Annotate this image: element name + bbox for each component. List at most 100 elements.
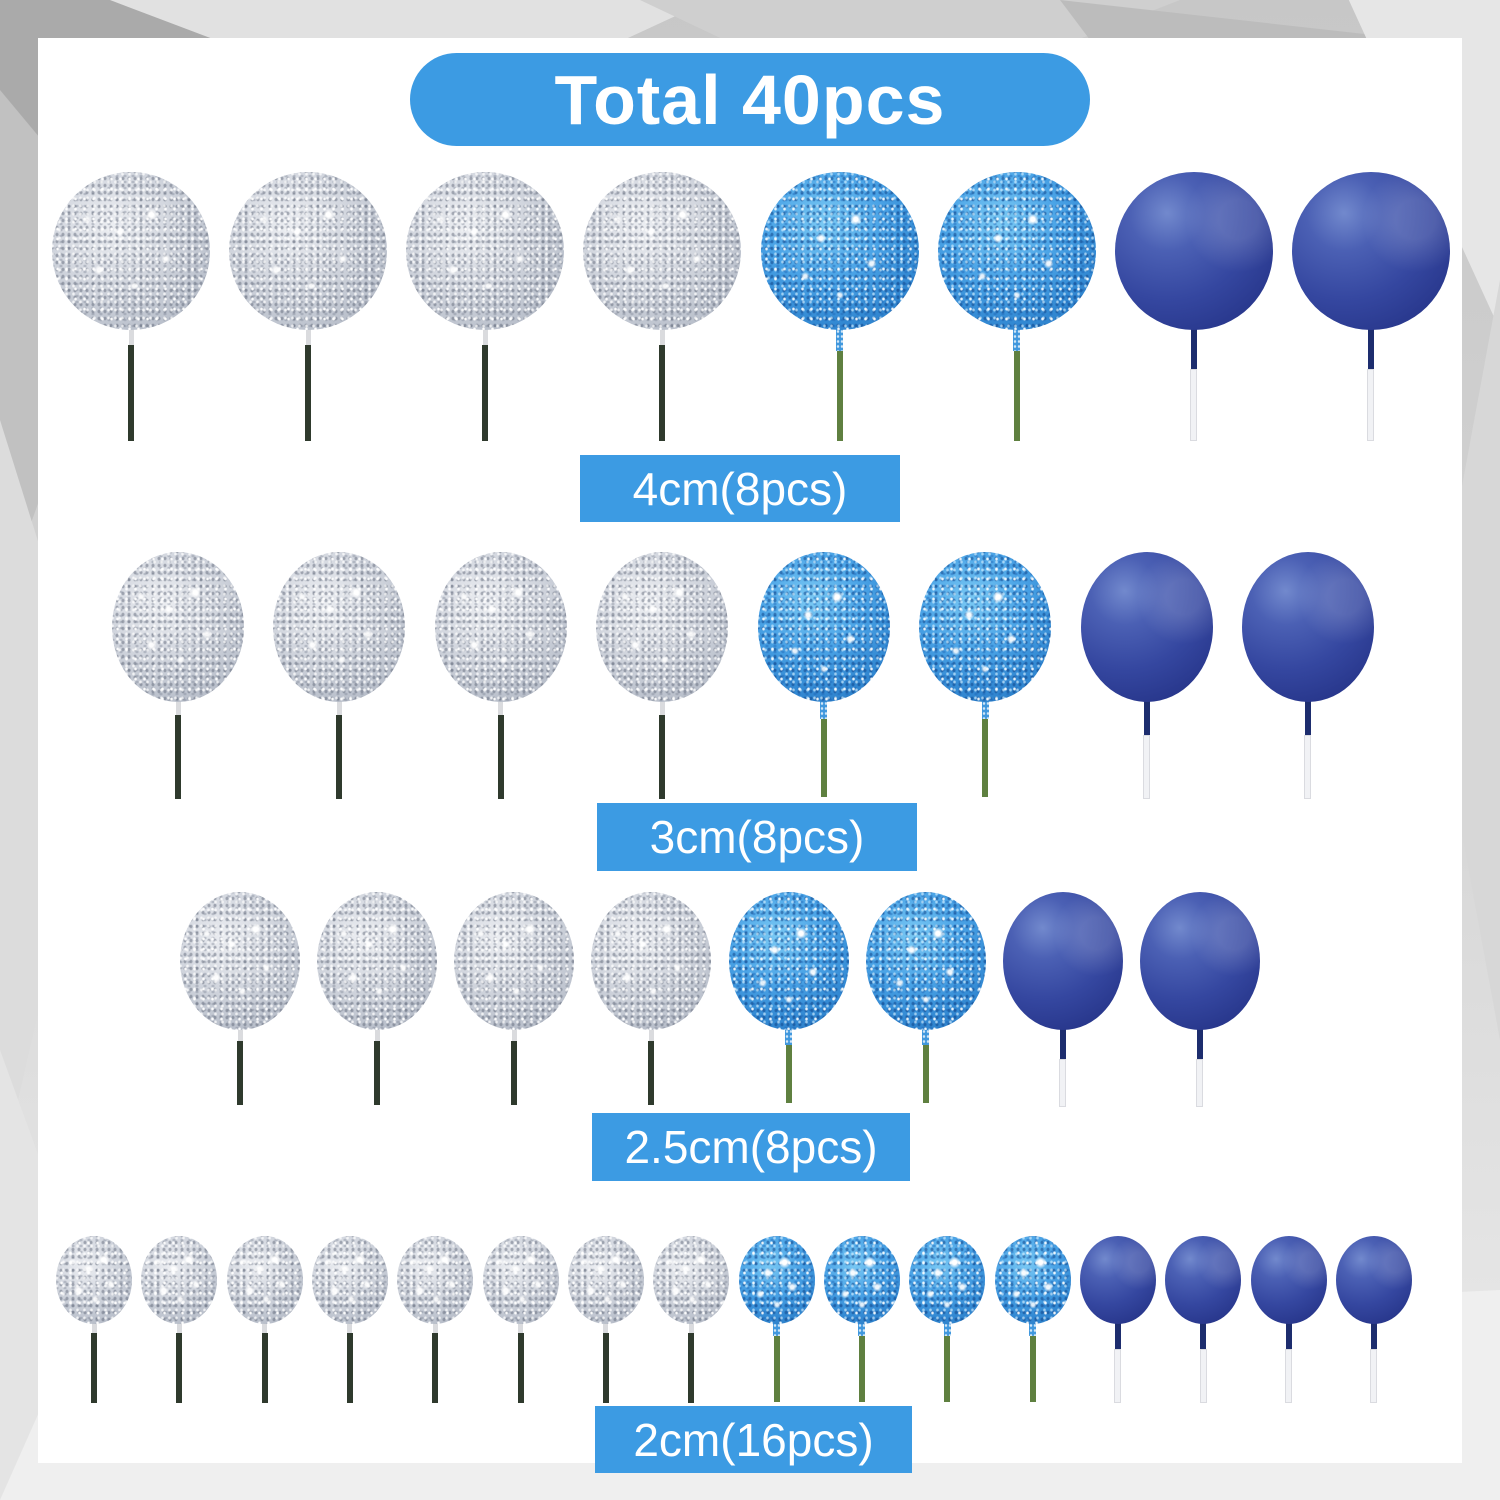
- size-label-2cm: 2cm(16pcs): [595, 1406, 912, 1473]
- glitter-sparkles: [434, 552, 567, 702]
- ball-pick-silver: [596, 552, 729, 799]
- ball-pick-blue-glitter: [823, 1236, 900, 1402]
- stick-connector: [603, 1323, 609, 1333]
- stick-shaft: [1370, 1349, 1378, 1403]
- glitter-sparkles: [760, 172, 919, 330]
- blue-glitter-ball: [919, 552, 1052, 702]
- stick-shaft: [785, 1045, 792, 1103]
- glitter-sparkles: [823, 1236, 900, 1324]
- navy-ball: [1139, 892, 1260, 1030]
- glitter-sparkles: [994, 1236, 1071, 1324]
- ball-pick-silver: [180, 892, 300, 1105]
- ball-pick-navy: [1250, 1236, 1327, 1403]
- ball-pick-silver: [434, 552, 567, 799]
- total-count-text: Total 40pcs: [554, 60, 946, 139]
- stick-connector: [1059, 1029, 1066, 1059]
- silver-ball: [482, 1236, 559, 1324]
- glitter-sparkles: [865, 892, 986, 1030]
- blue-glitter-ball: [865, 892, 986, 1030]
- stick-shaft: [237, 1041, 243, 1105]
- ball-pick-silver: [591, 892, 712, 1105]
- ball-pick-blue-glitter: [760, 172, 919, 441]
- ball-stick: [659, 701, 666, 799]
- ball-pick-navy: [1114, 172, 1273, 441]
- ball-pick-silver: [229, 172, 388, 441]
- stick-connector: [858, 1323, 866, 1336]
- silver-ball: [112, 552, 244, 702]
- navy-ball: [1002, 892, 1123, 1030]
- stick-shaft: [858, 1336, 865, 1402]
- stick-shaft: [659, 715, 666, 799]
- stick-shaft: [602, 1333, 609, 1403]
- stick-connector: [1013, 329, 1021, 351]
- silver-ball: [591, 892, 712, 1030]
- blue-glitter-ball: [728, 892, 849, 1030]
- ball-row-3cm: [112, 552, 1374, 799]
- stick-connector: [773, 1323, 781, 1336]
- stick-shaft: [922, 1045, 929, 1103]
- stick-shaft: [820, 719, 827, 797]
- stick-connector: [1285, 1323, 1292, 1349]
- navy-ball: [1335, 1236, 1412, 1324]
- navy-ball: [1079, 1236, 1156, 1324]
- size-label-3cm: 3cm(8pcs): [597, 803, 917, 871]
- silver-ball: [317, 892, 438, 1030]
- stick-connector: [518, 1323, 524, 1333]
- stick-shaft: [1059, 1059, 1067, 1107]
- ball-pick-silver: [112, 552, 244, 799]
- ball-pick-blue-glitter: [738, 1236, 815, 1402]
- glitter-sparkles: [1003, 892, 1123, 1030]
- stick-shaft: [511, 1041, 518, 1105]
- glitter-sparkles: [229, 172, 388, 330]
- ball-pick-blue-glitter: [937, 172, 1096, 441]
- silver-ball: [653, 1236, 730, 1324]
- glitter-sparkles: [596, 552, 729, 702]
- blue-glitter-ball: [994, 1236, 1071, 1324]
- glitter-sparkles: [909, 1236, 986, 1324]
- stick-connector: [336, 701, 342, 715]
- ball-stick: [346, 1323, 353, 1403]
- ball-stick: [511, 1029, 518, 1105]
- ball-stick: [602, 1323, 609, 1403]
- ball-stick: [517, 1323, 524, 1403]
- stick-connector: [1029, 1323, 1037, 1336]
- glitter-sparkles: [919, 552, 1052, 702]
- stick-connector: [981, 701, 989, 719]
- ball-pick-blue-glitter: [909, 1236, 986, 1402]
- ball-pick-navy: [1079, 1236, 1156, 1403]
- stick-shaft: [336, 715, 343, 799]
- navy-ball: [1114, 172, 1273, 330]
- glitter-sparkles: [317, 892, 438, 1030]
- ball-pick-silver: [406, 172, 565, 441]
- stick-connector: [688, 1323, 694, 1333]
- ball-stick: [648, 1029, 655, 1105]
- ball-stick: [773, 1323, 781, 1402]
- stick-shaft: [1013, 351, 1020, 441]
- ball-stick: [176, 1323, 183, 1403]
- stick-shaft: [1199, 1349, 1207, 1403]
- ball-pick-silver: [482, 1236, 559, 1403]
- ball-pick-silver: [583, 172, 742, 441]
- size-label-4cm: 4cm(8pcs): [580, 455, 900, 522]
- stick-shaft: [982, 719, 989, 797]
- ball-row-2-5cm: [180, 892, 1260, 1107]
- stick-connector: [176, 1323, 182, 1333]
- stick-shaft: [305, 345, 312, 441]
- stick-shaft: [346, 1333, 353, 1403]
- ball-stick: [432, 1323, 439, 1403]
- ball-stick: [261, 1323, 268, 1403]
- stick-connector: [498, 701, 504, 715]
- ball-pick-silver: [311, 1236, 388, 1403]
- total-count-banner: Total 40pcs: [410, 53, 1090, 146]
- stick-connector: [374, 1029, 380, 1041]
- ball-pick-navy: [1335, 1236, 1412, 1403]
- glitter-sparkles: [1115, 172, 1273, 330]
- silver-ball: [229, 172, 388, 330]
- glitter-sparkles: [1242, 552, 1374, 702]
- ball-stick: [1370, 1323, 1378, 1403]
- ball-stick: [497, 701, 504, 799]
- glitter-sparkles: [311, 1236, 388, 1324]
- glitter-sparkles: [937, 172, 1096, 330]
- ball-stick: [1190, 329, 1198, 441]
